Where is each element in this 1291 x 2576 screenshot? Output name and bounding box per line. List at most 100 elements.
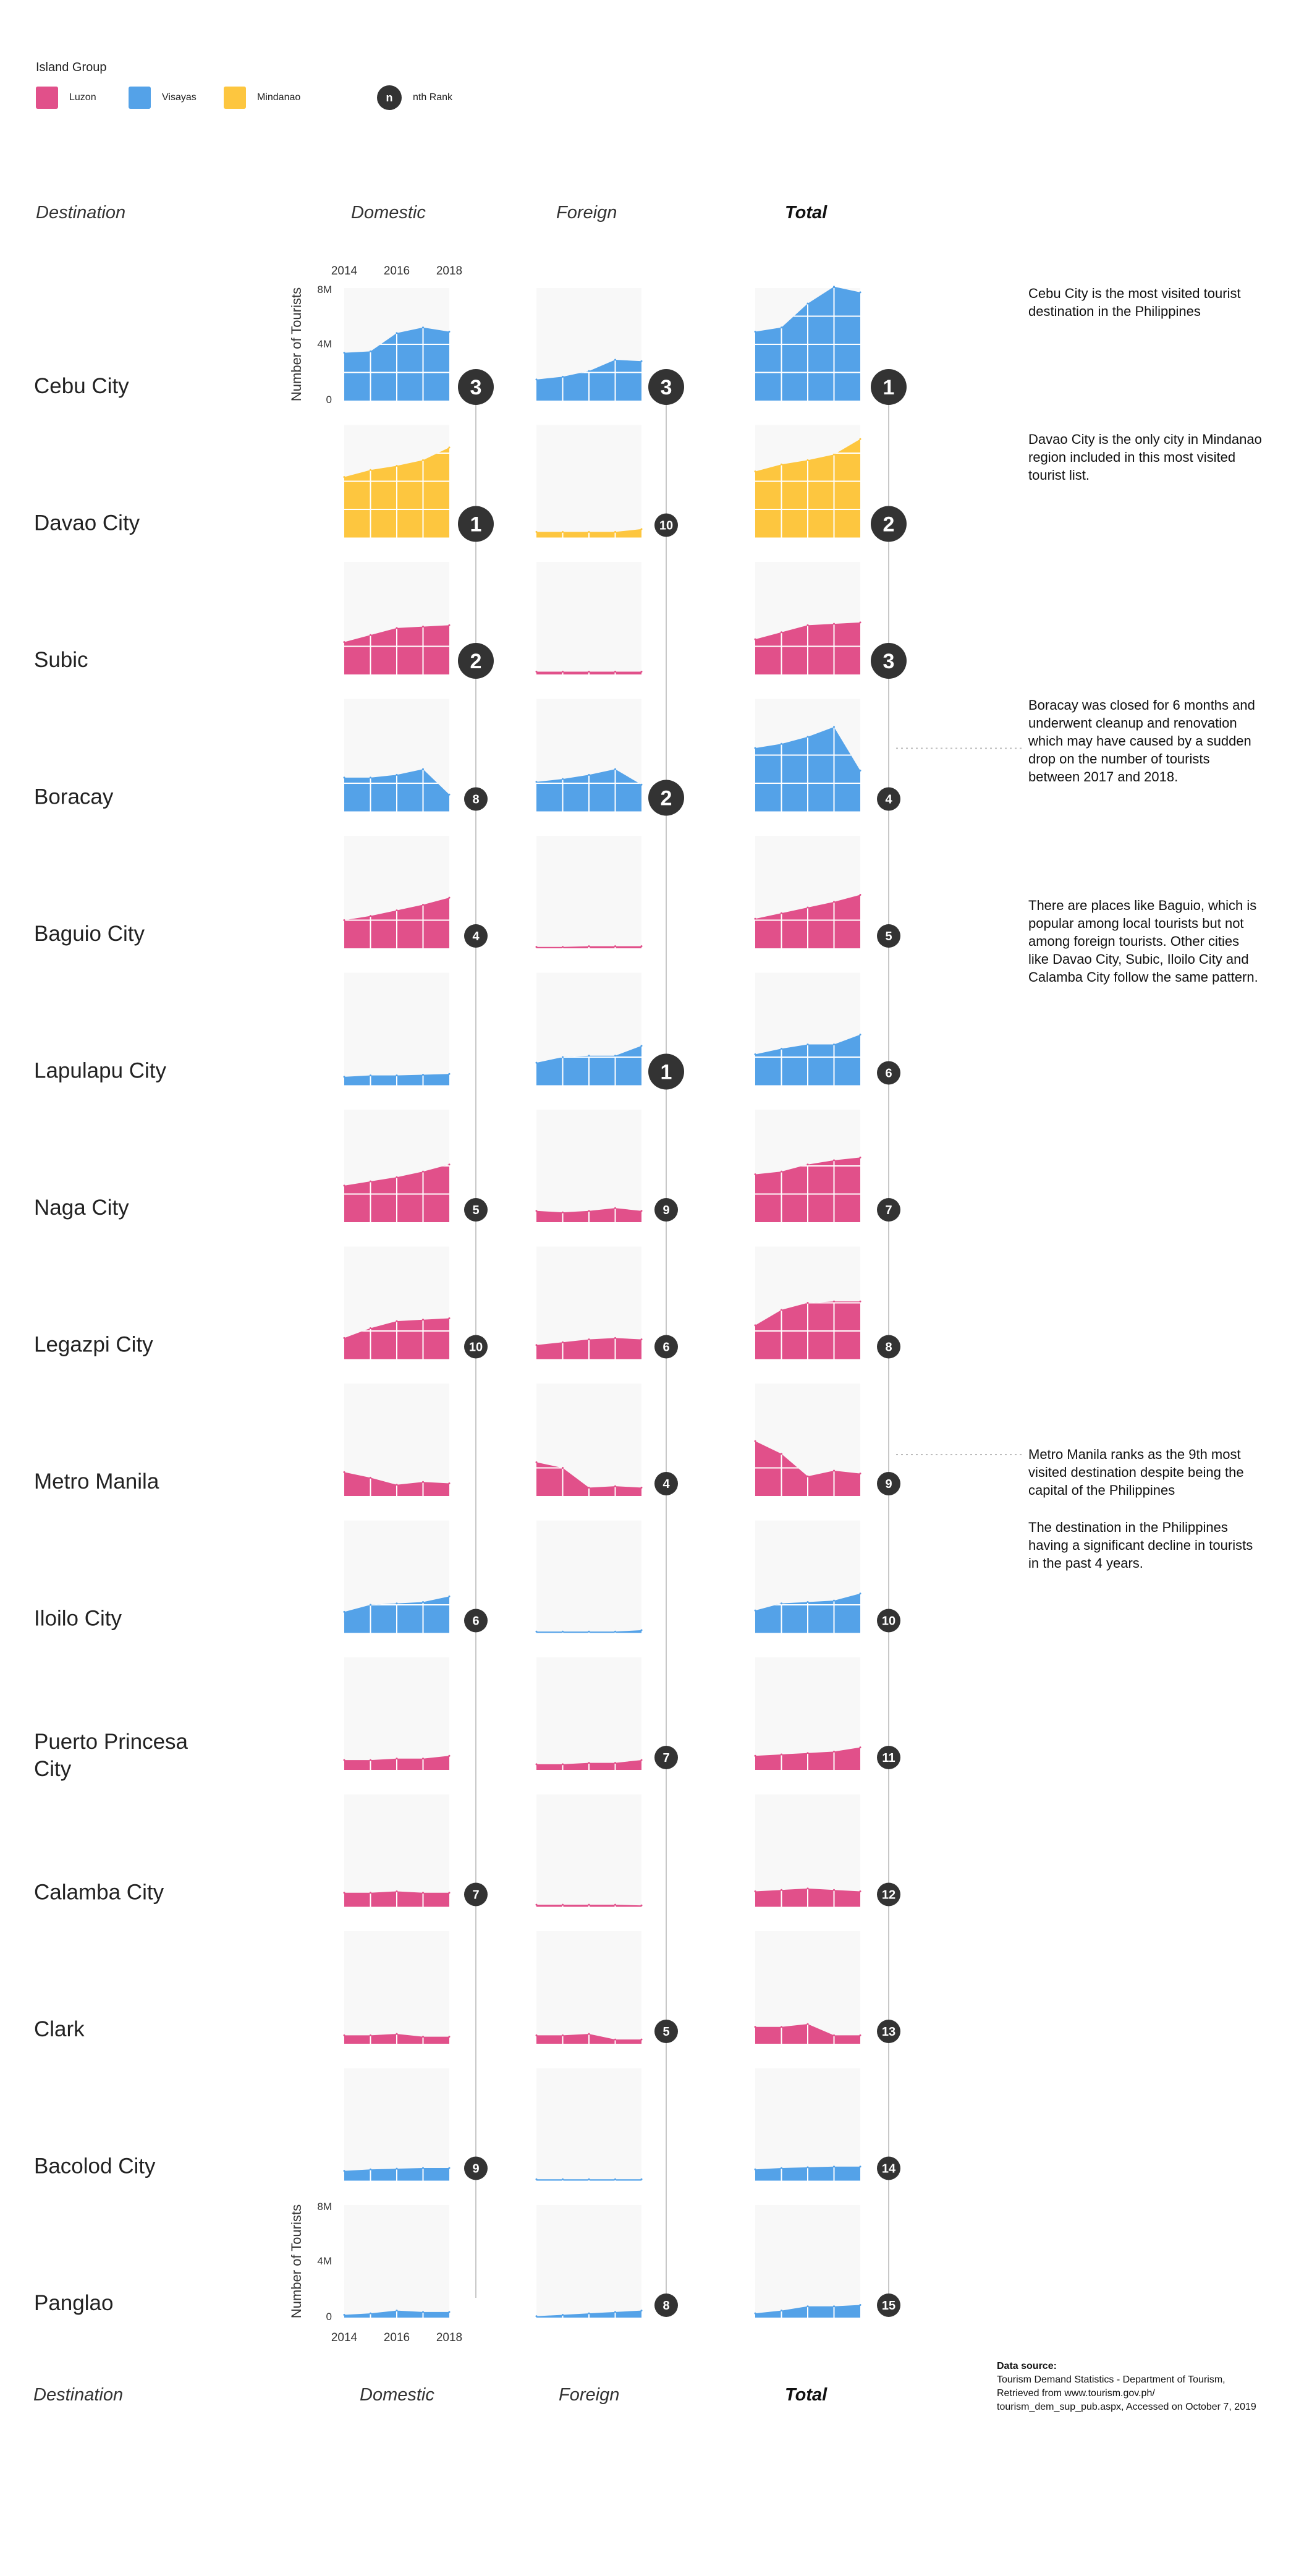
data-point xyxy=(448,2311,451,2313)
rank-badge xyxy=(464,1198,488,1222)
data-point xyxy=(396,1890,398,1892)
rank-number: 2 xyxy=(661,787,672,810)
data-point xyxy=(588,1210,590,1212)
footer-total: Total xyxy=(785,2385,828,2405)
source-line-2: Retrieved from www.tourism.gov.ph/ xyxy=(997,2388,1155,2399)
data-point xyxy=(535,1061,538,1064)
y-tick-label: 0 xyxy=(326,394,332,406)
data-point xyxy=(754,1173,756,1176)
rank-badge xyxy=(877,2020,900,2043)
data-point xyxy=(588,2033,590,2035)
data-point xyxy=(422,1170,424,1173)
legend-item-rank: n nth Rank xyxy=(377,85,452,110)
data-point xyxy=(833,2305,835,2308)
rank-number: 6 xyxy=(662,1341,669,1354)
data-point xyxy=(833,1300,835,1303)
data-point xyxy=(806,1600,809,1603)
data-point xyxy=(343,1471,345,1473)
data-point xyxy=(562,1903,564,1906)
data-point xyxy=(343,776,345,779)
footer-domestic: Domestic xyxy=(360,2385,434,2405)
data-point xyxy=(343,1076,345,1078)
data-point xyxy=(535,670,538,673)
data-point xyxy=(396,332,398,334)
destination-name: Panglao xyxy=(34,2291,113,2315)
data-point xyxy=(806,2305,809,2308)
data-point xyxy=(859,1034,861,1036)
rank-badge xyxy=(654,1198,678,1222)
data-point xyxy=(588,1338,590,1341)
data-point xyxy=(343,1759,345,1761)
rank-badge xyxy=(654,1746,678,1769)
data-point xyxy=(422,1600,424,1603)
data-point xyxy=(640,2178,643,2180)
rank-number: 3 xyxy=(883,650,895,673)
rank-number: 5 xyxy=(885,930,892,943)
rank-badge xyxy=(654,2020,678,2043)
data-point xyxy=(370,1892,371,1894)
data-point xyxy=(859,2034,861,2036)
rank-badge xyxy=(458,369,494,405)
data-point xyxy=(640,528,643,530)
rank-number: 9 xyxy=(662,1204,669,1217)
data-point xyxy=(640,1045,643,1047)
data-point xyxy=(535,1461,538,1463)
data-point xyxy=(588,2312,590,2315)
data-point xyxy=(396,464,398,467)
data-point xyxy=(781,1453,782,1455)
chart-panel-domestic xyxy=(344,2068,449,2181)
data-point xyxy=(343,1610,345,1613)
data-point xyxy=(370,2168,371,2170)
data-point xyxy=(754,1053,756,1055)
destination-name: Cebu City xyxy=(34,374,129,398)
rank-badge xyxy=(648,780,684,816)
data-point xyxy=(781,2026,782,2028)
data-point xyxy=(833,2034,835,2036)
legend-label-luzon: Luzon xyxy=(69,92,96,103)
data-point xyxy=(396,1484,398,1486)
data-point xyxy=(422,459,424,461)
data-point xyxy=(781,2167,782,2169)
data-point xyxy=(422,1758,424,1760)
rank-number: 3 xyxy=(661,376,672,399)
y-tick-label: 8M xyxy=(317,2201,332,2213)
data-point xyxy=(422,2311,424,2313)
destination-row: Baguio City 4 5 xyxy=(34,836,900,948)
rank-number: 9 xyxy=(472,2162,479,2176)
legend-item-luzon: Luzon xyxy=(36,87,96,109)
destination-row: Bacolod City 9 14 xyxy=(34,2068,900,2181)
data-point xyxy=(343,1337,345,1339)
destination-row: Panglao 8 15 xyxy=(34,2205,900,2318)
destination-name: Clark xyxy=(34,2017,85,2041)
mindanao-swatch xyxy=(224,87,246,109)
data-point xyxy=(806,1475,809,1477)
x-tick-label: 2018 xyxy=(436,265,462,278)
data-point xyxy=(614,768,616,770)
data-point xyxy=(422,626,424,628)
data-point xyxy=(396,1758,398,1760)
destination-row: Naga City 5 9 7 xyxy=(34,1110,900,1222)
data-point xyxy=(781,1753,782,1756)
data-point xyxy=(562,670,564,673)
data-point xyxy=(422,2036,424,2038)
data-point xyxy=(588,1762,590,1764)
rank-badge xyxy=(877,787,900,811)
data-point xyxy=(859,438,861,440)
data-point xyxy=(535,2315,538,2318)
y-tick-label: 4M xyxy=(317,338,332,350)
data-point xyxy=(859,1746,861,1749)
data-point xyxy=(370,776,371,779)
data-point xyxy=(343,2313,345,2316)
destination-row: Davao City 1 10 2 xyxy=(34,425,907,542)
rank-badge xyxy=(877,1472,900,1495)
data-point xyxy=(806,2166,809,2169)
data-point xyxy=(343,2170,345,2172)
legend-label-visayas: Visayas xyxy=(162,92,197,103)
x-tick-label: 2014 xyxy=(331,265,358,278)
data-point xyxy=(614,1630,616,1633)
rank-badge xyxy=(877,2156,900,2180)
data-point xyxy=(833,1750,835,1753)
data-point xyxy=(614,670,616,673)
data-point xyxy=(343,2034,345,2036)
